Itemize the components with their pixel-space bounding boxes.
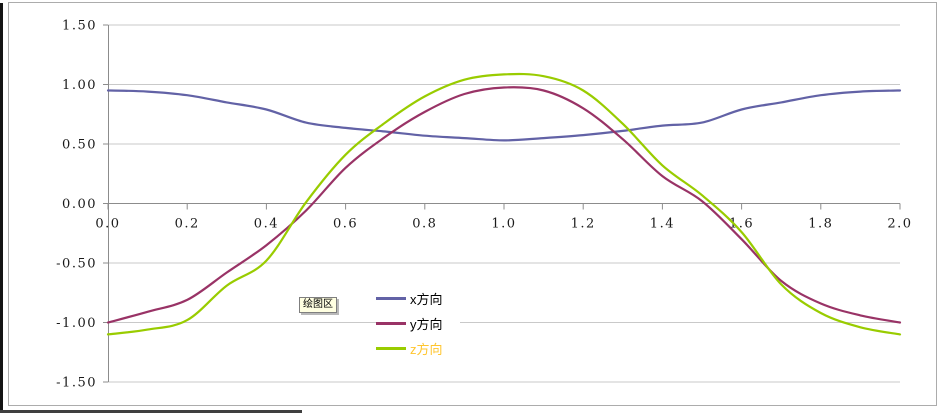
x-axis-label: 1.2 [571, 217, 596, 232]
x-axis-label: 1.4 [650, 217, 675, 232]
legend-item[interactable]: y方向 [376, 311, 460, 336]
x-axis-label: 1.0 [491, 217, 516, 232]
y-axis-label: 1.00 [62, 78, 97, 93]
series-line-0[interactable] [106, 89, 902, 142]
legend-line-sample [376, 347, 406, 350]
y-axis-label: -0.50 [56, 257, 97, 272]
window-bottom-edge [0, 410, 302, 413]
x-axis-label: 0.8 [412, 217, 437, 232]
legend-line-sample [376, 297, 406, 300]
x-axis-label: 1.8 [808, 217, 833, 232]
x-axis-label: 0.0 [95, 217, 120, 232]
x-axis-label: 0.6 [333, 217, 358, 232]
legend-line-sample [376, 322, 406, 325]
y-axis-label: -1.00 [56, 316, 97, 331]
y-axis-label: 1.50 [62, 19, 97, 34]
legend-label: x方向 [410, 292, 443, 307]
x-axis-label: 0.4 [254, 217, 279, 232]
x-axis-label: 0.2 [175, 217, 200, 232]
chart-legend[interactable]: x方向 y方向 z方向 [376, 286, 460, 361]
legend-label: z方向 [410, 342, 443, 357]
legend-item[interactable]: x方向 [376, 286, 460, 311]
legend-label: y方向 [410, 317, 443, 332]
legend-item[interactable]: z方向 [376, 336, 460, 361]
x-axis-label: 1.6 [729, 217, 754, 232]
y-axis-label: 0.00 [62, 197, 97, 212]
window-left-edge [0, 3, 3, 413]
series-line-2[interactable] [106, 72, 902, 336]
y-axis-label: -1.50 [56, 376, 97, 391]
x-axis-label: 2.0 [887, 217, 912, 232]
y-axis-label: 0.50 [62, 138, 97, 153]
plot-area-tooltip: 绘图区 [299, 297, 337, 313]
